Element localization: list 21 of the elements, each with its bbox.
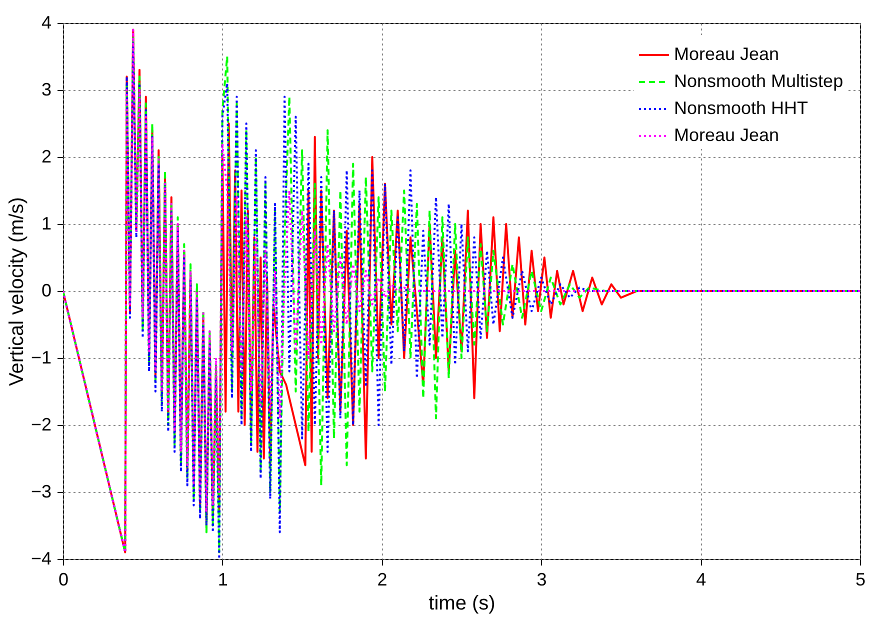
- y-tick-label: 0: [41, 280, 52, 300]
- y-tick-label: −2: [30, 414, 52, 434]
- y-tick-label: −4: [30, 548, 52, 568]
- x-axis-title: time (s): [428, 592, 496, 614]
- y-axis-title: Vertical velocity (m/s): [6, 197, 28, 386]
- y-tick-label: 1: [41, 214, 52, 234]
- x-tick-label: 4: [696, 570, 706, 590]
- legend-label: Moreau Jean: [674, 125, 780, 145]
- x-tick-label: 5: [855, 570, 866, 590]
- y-tick-label: 4: [41, 12, 52, 32]
- y-tick-label: −1: [30, 348, 52, 368]
- x-tick-label: 2: [377, 570, 388, 590]
- x-tick-label: 1: [218, 570, 228, 590]
- y-tick-label: 2: [41, 146, 52, 166]
- y-tick-label: −3: [30, 482, 52, 502]
- legend-label: Nonsmooth HHT: [674, 98, 808, 118]
- legend-label: Nonsmooth Multistep: [674, 71, 844, 91]
- x-tick-label: 0: [58, 570, 69, 590]
- x-tick-label: 3: [536, 570, 547, 590]
- y-tick-label: 3: [41, 80, 52, 100]
- legend-label: Moreau Jean: [674, 44, 780, 64]
